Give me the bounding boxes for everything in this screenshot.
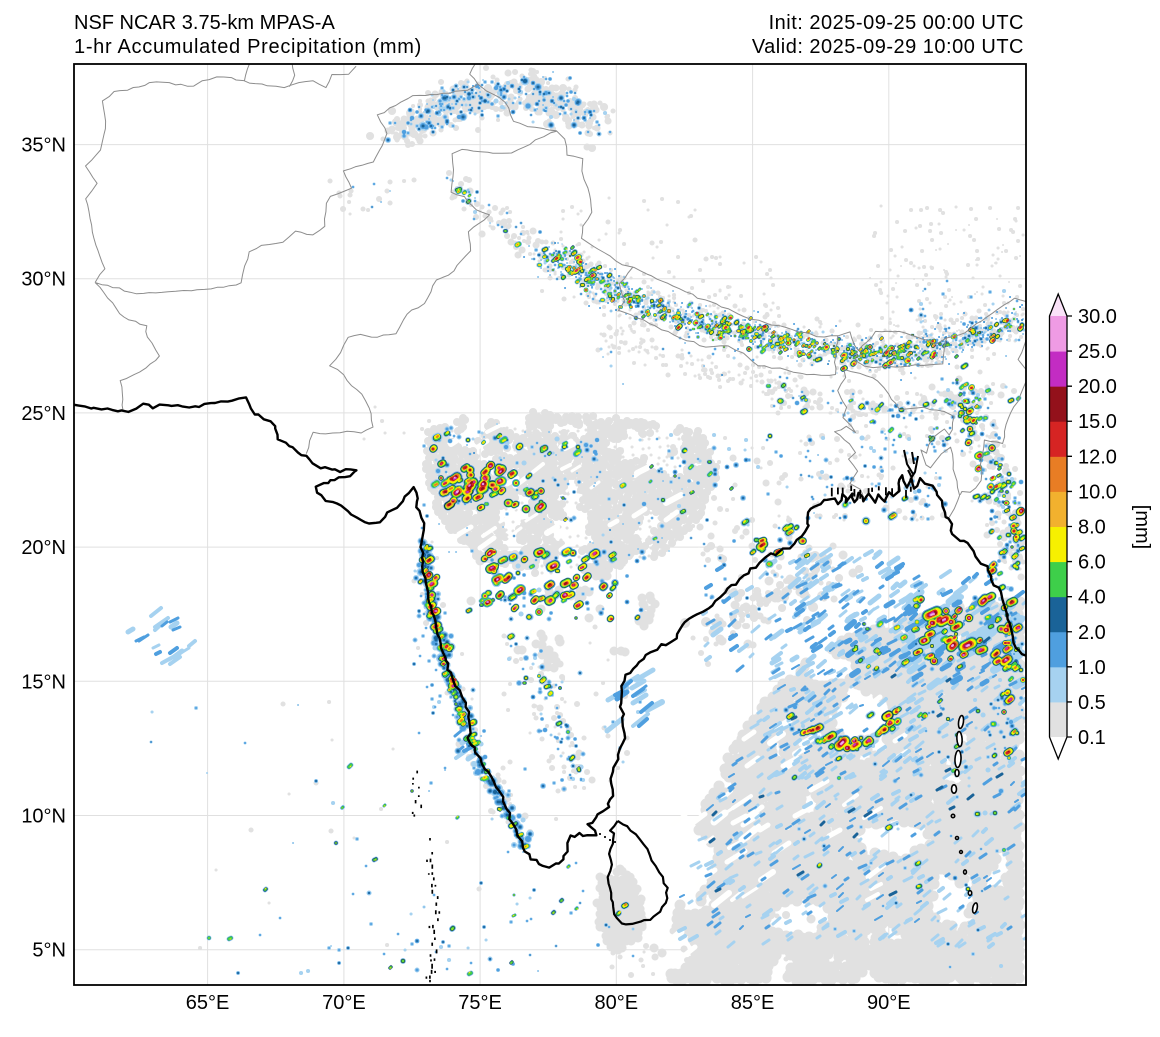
svg-text:Valid: 2025-09-29 10:00 UTC: Valid: 2025-09-29 10:00 UTC [752, 36, 1024, 58]
svg-text:2.0: 2.0 [1078, 622, 1106, 644]
svg-text:0.1: 0.1 [1078, 727, 1106, 749]
svg-text:4.0: 4.0 [1078, 587, 1106, 609]
svg-text:6.0: 6.0 [1078, 552, 1106, 574]
svg-text:25°N: 25°N [21, 403, 66, 425]
svg-text:15.0: 15.0 [1078, 411, 1117, 433]
svg-text:70°E: 70°E [322, 992, 366, 1014]
svg-text:65°E: 65°E [186, 992, 230, 1014]
svg-text:8.0: 8.0 [1078, 517, 1106, 539]
svg-text:1.0: 1.0 [1078, 657, 1106, 679]
svg-text:5°N: 5°N [32, 940, 66, 962]
svg-text:85°E: 85°E [731, 992, 775, 1014]
svg-text:30.0: 30.0 [1078, 306, 1117, 328]
svg-text:10°N: 10°N [21, 806, 66, 828]
svg-text:15°N: 15°N [21, 671, 66, 693]
svg-text:[mm]: [mm] [1131, 505, 1153, 549]
svg-text:Init: 2025-09-25 00:00 UTC: Init: 2025-09-25 00:00 UTC [769, 12, 1024, 34]
svg-text:75°E: 75°E [458, 992, 502, 1014]
svg-text:90°E: 90°E [867, 992, 911, 1014]
svg-text:30°N: 30°N [21, 269, 66, 291]
svg-text:20.0: 20.0 [1078, 376, 1117, 398]
svg-text:20°N: 20°N [21, 537, 66, 559]
svg-text:10.0: 10.0 [1078, 481, 1117, 503]
svg-text:0.5: 0.5 [1078, 692, 1106, 714]
svg-text:80°E: 80°E [595, 992, 639, 1014]
svg-text:12.0: 12.0 [1078, 446, 1117, 468]
svg-text:NSF NCAR 3.75-km MPAS-A: NSF NCAR 3.75-km MPAS-A [74, 12, 335, 34]
svg-text:25.0: 25.0 [1078, 341, 1117, 363]
svg-text:1-hr Accumulated Precipitation: 1-hr Accumulated Precipitation (mm) [74, 36, 422, 58]
svg-text:35°N: 35°N [21, 135, 66, 157]
